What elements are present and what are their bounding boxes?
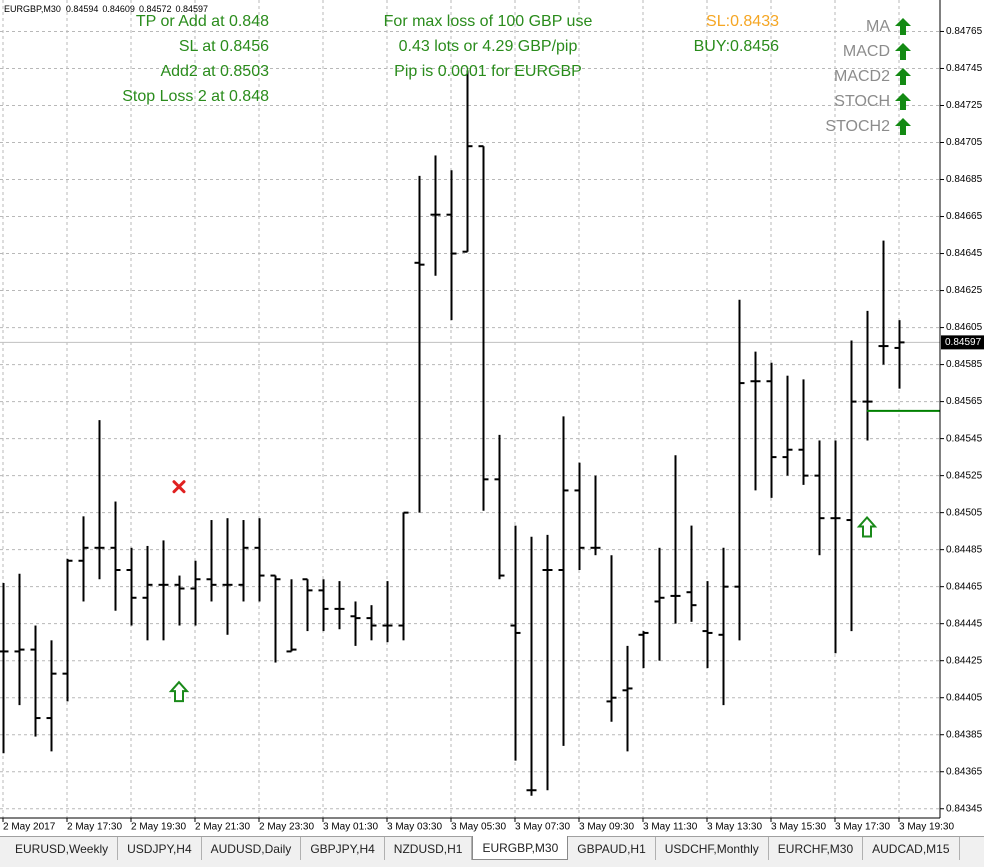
symbol-tab[interactable]: EURCHF,M30 [769,837,864,860]
symbol-tab[interactable]: AUDCAD,M15 [863,837,960,860]
y-tick-label: 0.84365 [946,766,983,777]
symbol-tab[interactable]: USDCHF,Monthly [656,837,769,860]
y-tick-label: 0.84745 [946,63,983,74]
y-tick-label: 0.84405 [946,692,983,703]
indicator-label: MACD [843,43,890,60]
symbol: EURGBP,M30 [4,4,61,14]
y-tick-label: 0.84705 [946,137,983,148]
y-tick-label: 0.84425 [946,655,983,666]
price-box-label: 0.84597 [945,337,982,348]
symbol-tab[interactable]: NZDUSD,H1 [385,837,473,860]
price-box [941,335,984,350]
indicator-label: MACD2 [834,68,890,85]
x-tick-label: 3 May 05:30 [451,822,506,833]
symbol-tab[interactable]: EURGBP,M30 [472,836,569,860]
x-tick-label: 2 May 21:30 [195,822,250,833]
risk-note: For max loss of 100 GBP use [384,13,593,30]
header-low: 0.84572 [139,4,172,14]
indicator-arrow [895,18,911,35]
y-tick-label: 0.84665 [946,211,983,222]
symbol-tabs: EURUSD,Weekly USDJPY,H4 AUDUSD,Daily GBPJPY… [0,836,984,867]
y-tick-label: 0.84685 [946,174,983,185]
x-tick-label: 3 May 09:30 [579,822,634,833]
y-tick-label: 0.84585 [946,359,983,370]
cross-mark [172,480,186,494]
y-tick-label: 0.84725 [946,100,983,111]
annotations: TP or Add at 0.848 SL at 0.8456 Add2 at 0.… [122,13,911,135]
y-tick-label: 0.84485 [946,544,983,555]
indicator-arrow [895,68,911,85]
header-open: 0.84594 [66,4,99,14]
y-tick-label: 0.84545 [946,433,983,444]
y-tick-label: 0.84345 [946,803,983,814]
bars [0,70,940,796]
indicator-arrow [895,118,911,135]
y-tick-label: 0.84385 [946,729,983,740]
x-tick-label: 2 May 2017 [3,822,56,833]
indicator-label: STOCH [834,93,890,110]
trade-note: Add2 at 0.8503 [160,63,269,80]
trade-note: Stop Loss 2 at 0.848 [122,88,269,105]
symbol-tab[interactable]: GBPAUD,H1 [568,837,656,860]
risk-note: 0.43 lots or 4.29 GBP/pip [399,38,578,55]
header-high: 0.84609 [102,4,135,14]
y-tick-label: 0.84565 [946,396,983,407]
y-tick-label: 0.84445 [946,618,983,629]
x-tick-label: 3 May 13:30 [707,822,762,833]
y-tick-label: 0.84505 [946,507,983,518]
y-tick-label: 0.84525 [946,470,983,481]
indicator-arrow [895,43,911,60]
y-tick-label: 0.84765 [946,26,983,37]
y-tick-label: 0.84645 [946,248,983,259]
x-tick-label: 2 May 23:30 [259,822,314,833]
x-tick-label: 2 May 19:30 [131,822,186,833]
x-tick-label: 3 May 01:30 [323,822,378,833]
x-tick-label: 3 May 11:30 [643,822,698,833]
chart-background [0,0,984,836]
x-tick-label: 3 May 03:30 [387,822,442,833]
chart: EURGBP,M30 0.84594 0.84609 0.84572 0.84597 T… [0,0,984,836]
x-tick-label: 3 May 15:30 [771,822,826,833]
symbol-tab[interactable]: GBPJPY,H4 [301,837,385,860]
symbol-tab[interactable]: EURUSD,Weekly [6,837,119,860]
x-tick-label: 2 May 17:30 [67,822,122,833]
trade-note: TP or Add at 0.848 [136,13,269,30]
indicator-label: MA [866,18,890,35]
indicator-arrow [895,93,911,110]
trade-note: SL at 0.8456 [179,38,269,55]
symbol-tab[interactable]: USDJPY,H4 [118,837,202,860]
y-tick-label: 0.84465 [946,581,983,592]
chart-header: EURGBP,M30 0.84594 0.84609 0.84572 0.84597 [4,4,208,14]
buy-note: BUY:0.8456 [694,38,780,55]
buy-arrow [856,515,878,538]
grid [0,0,944,822]
indicator-label: STOCH2 [825,118,890,135]
x-tick-label: 3 May 07:30 [515,822,570,833]
sl-note: SL:0.8433 [706,13,779,30]
header-close: 0.84597 [176,4,209,14]
x-tick-label: 3 May 17:30 [835,822,890,833]
buy-arrow [168,680,190,703]
symbol-tab[interactable]: AUDUSD,Daily [202,837,302,860]
y-tick-label: 0.84625 [946,285,983,296]
x-tick-label: 3 May 19:30 [899,822,954,833]
y-tick-label: 0.84605 [946,322,983,333]
risk-note: Pip is 0.0001 for EURGBP [394,63,582,80]
